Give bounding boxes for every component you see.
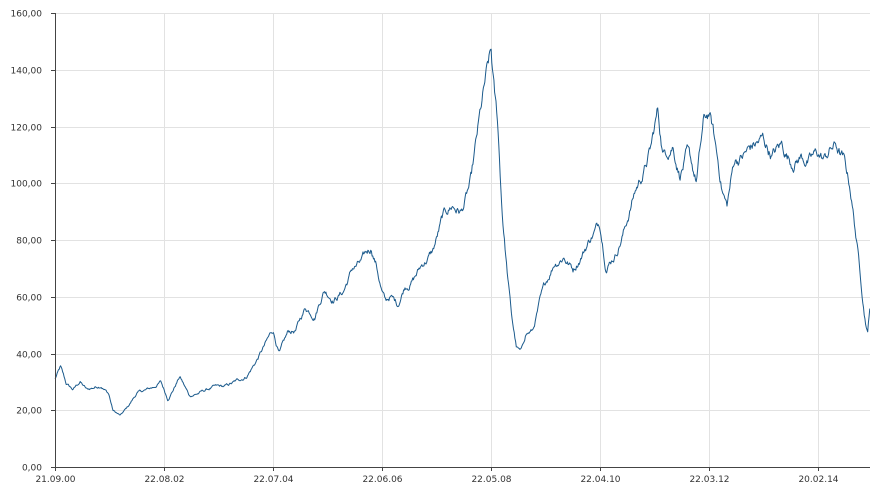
x-tick-label: 22.08.02 <box>144 475 184 485</box>
y-tick-label: 100,00 <box>11 180 43 190</box>
series-layer <box>54 48 870 416</box>
x-tick-label: 22.04.10 <box>580 475 620 485</box>
y-tick-label: 80,00 <box>16 237 42 247</box>
x-tick-label: 22.03.12 <box>689 475 729 485</box>
y-axis-ticks: 0,00 20,00 40,00 60,00 80,00 100,00 120,00 140,… <box>11 10 55 474</box>
x-tick-label: 22.05.08 <box>471 475 511 485</box>
y-tick-label: 40,00 <box>16 351 42 361</box>
x-tick-label: 20.02.14 <box>798 475 838 485</box>
y-tick-label: 60,00 <box>16 294 42 304</box>
y-tick-label: 140,00 <box>11 67 43 77</box>
gridlines <box>55 13 870 467</box>
x-tick-label: 22.07.04 <box>253 475 293 485</box>
y-tick-label: 0,00 <box>22 464 42 474</box>
y-tick-label: 20,00 <box>16 407 42 417</box>
y-tick-label: 120,00 <box>11 124 43 134</box>
y-tick-label: 160,00 <box>11 10 43 20</box>
price-series-line <box>54 48 870 416</box>
x-axis-ticks: 21.09.00 22.08.02 22.07.04 22.06.06 22.05.08… <box>35 467 839 485</box>
x-tick-label: 22.06.06 <box>362 475 402 485</box>
x-tick-label: 21.09.00 <box>35 475 75 485</box>
